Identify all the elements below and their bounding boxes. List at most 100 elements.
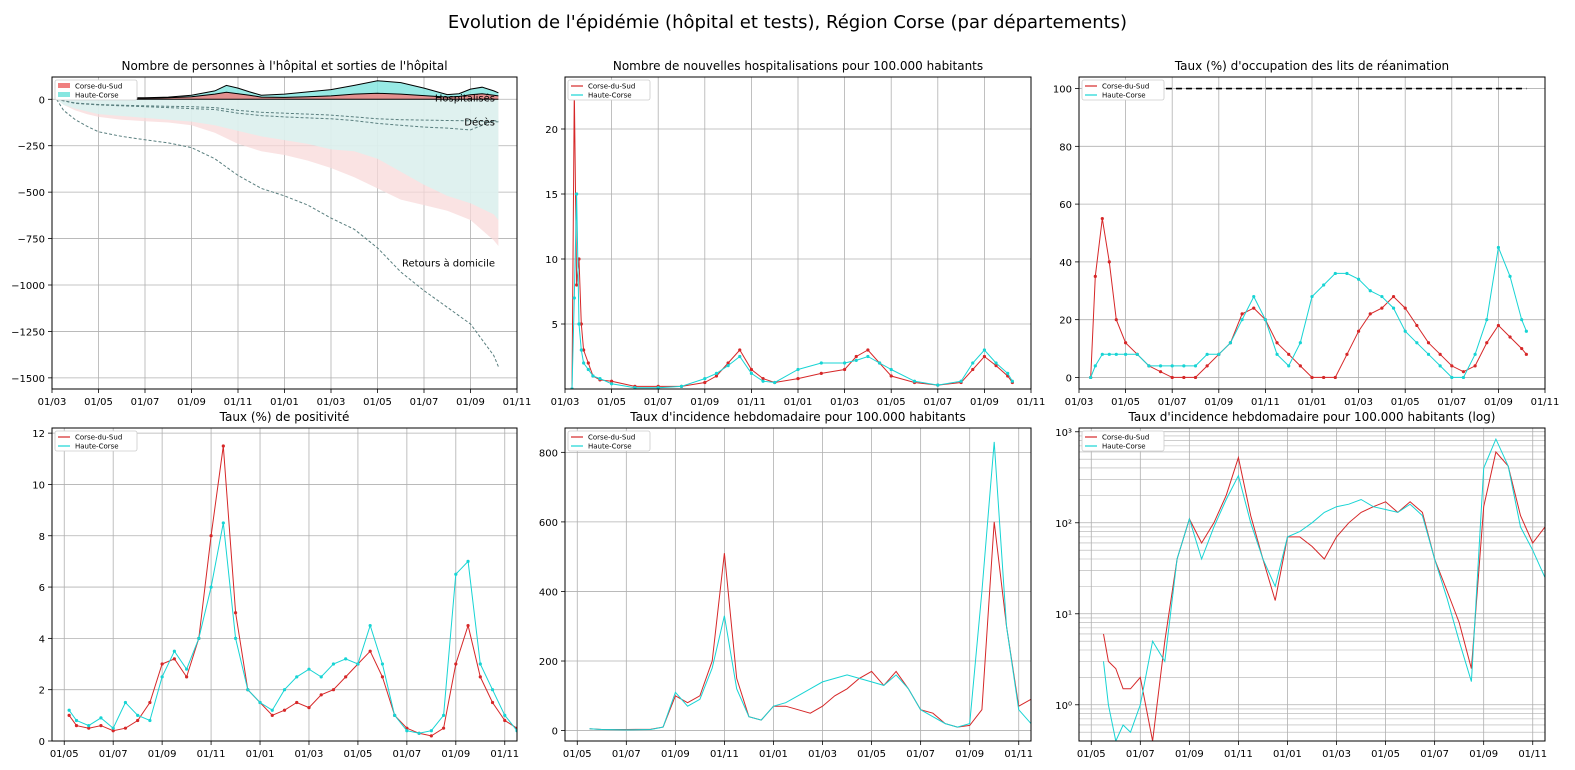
x-tick-label: 01/05: [344, 749, 373, 760]
y-tick-label: 800: [539, 448, 558, 459]
data-point: [761, 379, 765, 383]
series-line-corse-du-sud: [68, 445, 517, 737]
x-tick-label: 01/07: [392, 749, 421, 760]
data-point: [429, 734, 433, 738]
axes-frame: [51, 427, 518, 742]
data-point: [87, 726, 91, 730]
y-tick-label: −750: [18, 235, 45, 246]
data-point: [1496, 323, 1500, 328]
data-point: [1322, 375, 1326, 380]
legend-box: [567, 79, 651, 101]
data-point: [1287, 352, 1291, 356]
data-point: [1217, 352, 1221, 356]
data-point: [582, 361, 586, 365]
x-tick-label: 01/09: [690, 397, 719, 408]
x-tick-label: 01/09: [1484, 397, 1513, 408]
data-point: [866, 348, 870, 352]
data-point: [454, 572, 458, 576]
data-point: [1089, 375, 1093, 380]
data-point: [1357, 329, 1361, 333]
data-point: [368, 623, 372, 628]
data-point: [1345, 352, 1349, 356]
data-point: [971, 361, 975, 365]
chart-positivite: Taux (%) de positivité 01/05 01/07 01/09 01/…: [32, 410, 519, 760]
series-line-corse-du-sud: [1103, 450, 1545, 741]
data-point: [714, 374, 719, 378]
data-point: [1147, 364, 1151, 368]
x-tick-label: 01/01: [270, 397, 299, 408]
data-point: [610, 382, 614, 386]
data-point: [1006, 371, 1010, 375]
data-point: [185, 667, 189, 671]
legend-swatch: [58, 83, 70, 88]
data-point: [282, 708, 287, 712]
data-point: [393, 713, 397, 717]
data-point: [221, 444, 225, 448]
y-tick-label: 5: [552, 320, 558, 331]
data-point: [123, 700, 128, 705]
axes-frame: [1078, 76, 1546, 390]
data-point: [1496, 245, 1500, 250]
data-point: [843, 361, 847, 365]
x-tick-label: 01/09: [970, 397, 999, 408]
x-tick-label: 01/11: [503, 397, 532, 408]
data-point: [912, 379, 917, 383]
chart-title: Taux (%) de positivité: [219, 410, 350, 424]
data-point: [582, 348, 586, 352]
legend-label: Corse-du-Sud: [1102, 83, 1149, 91]
data-point: [773, 380, 777, 385]
data-point: [454, 662, 458, 666]
x-tick-label: 01/11: [197, 749, 226, 760]
data-point: [1287, 364, 1291, 368]
legend-label: Haute-Corse: [75, 92, 119, 100]
data-point: [1368, 289, 1372, 293]
data-point: [74, 718, 79, 723]
data-point: [478, 675, 482, 679]
x-tick-label: 01/07: [1420, 749, 1449, 760]
data-point: [1182, 364, 1186, 368]
data-point: [598, 377, 602, 381]
data-point: [1380, 306, 1384, 310]
x-tick-label: 01/05: [1391, 397, 1420, 408]
data-point: [148, 718, 152, 723]
x-tick-label: 01/07: [612, 749, 641, 760]
x-tick-label: 01/03: [295, 749, 324, 760]
data-point: [331, 688, 336, 692]
data-point: [1093, 364, 1097, 368]
data-point: [1205, 364, 1209, 368]
data-point: [417, 731, 421, 735]
data-point: [889, 367, 893, 372]
data-point: [466, 559, 470, 564]
data-point: [633, 386, 637, 389]
data-point: [1275, 341, 1279, 345]
x-tick-label: 01/11: [737, 397, 766, 408]
x-tick-label: 01/03: [1065, 397, 1094, 408]
data-point: [270, 713, 274, 717]
axes-frame: [564, 427, 1032, 742]
data-point: [1322, 283, 1326, 287]
data-point: [123, 726, 128, 730]
data-point: [575, 192, 579, 196]
y-tick-label: −1500: [11, 374, 45, 385]
legend-label: Haute-Corse: [588, 92, 632, 100]
x-tick-label: 01/05: [1077, 749, 1106, 760]
y-tick-label: 0: [1066, 373, 1072, 384]
data-point: [1508, 274, 1512, 278]
data-point: [1298, 341, 1302, 345]
legend-label: Haute-Corse: [75, 443, 119, 451]
data-point: [726, 361, 730, 365]
data-point: [866, 354, 870, 359]
data-point: [67, 708, 71, 712]
y-tick-label: 0: [552, 727, 558, 738]
data-point: [1485, 341, 1489, 345]
data-point: [1450, 364, 1454, 368]
x-tick-label: 01/05: [1371, 749, 1400, 760]
legend-box: [54, 79, 138, 101]
data-point: [478, 662, 482, 666]
data-point: [1310, 375, 1314, 380]
legend-box: [1081, 430, 1165, 452]
legend-label: Haute-Corse: [1102, 92, 1146, 100]
y-tick-label: 10¹: [1055, 610, 1072, 621]
x-tick-label: 01/03: [551, 397, 580, 408]
